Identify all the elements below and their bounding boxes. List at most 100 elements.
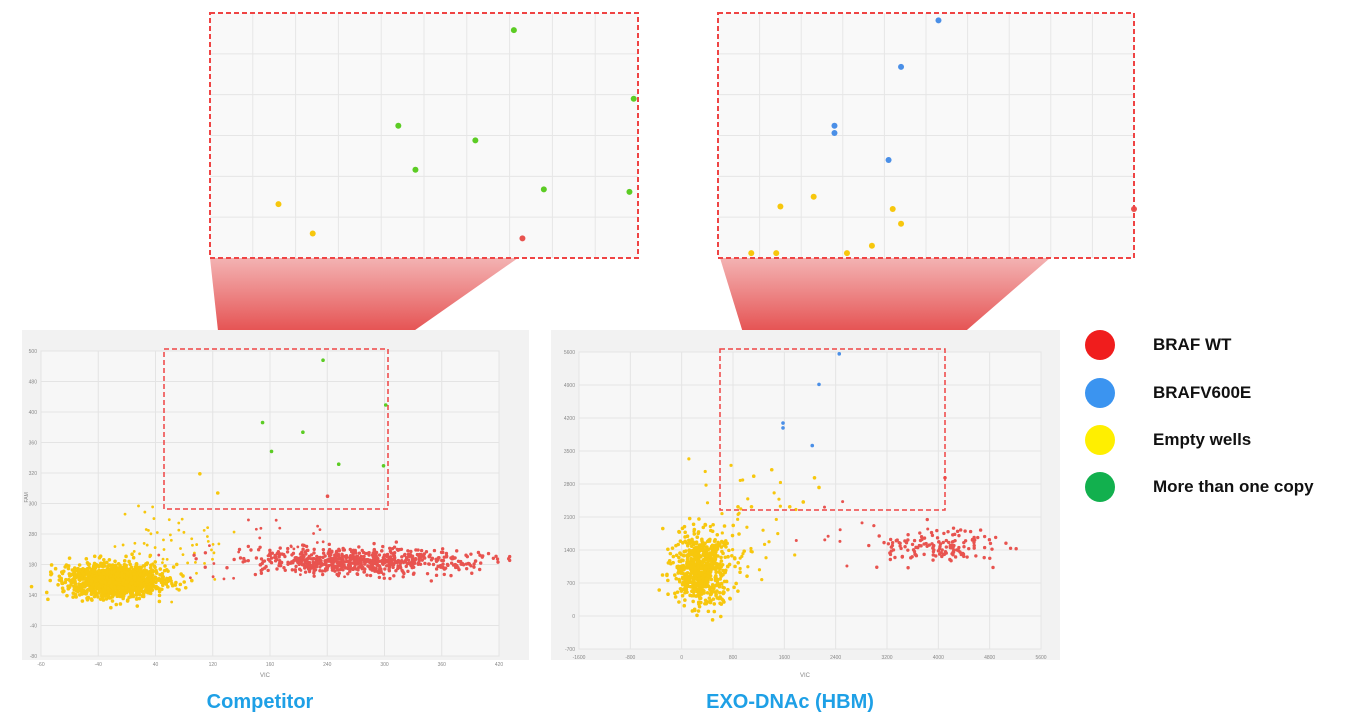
empty-well-droplet <box>749 549 753 553</box>
braf-wt-droplet <box>275 557 279 562</box>
empty-well-droplet <box>121 543 125 547</box>
empty-well-droplet <box>161 561 164 565</box>
braf-wt-droplet <box>486 551 491 556</box>
braf-wt-droplet <box>351 567 355 572</box>
braf-wt-droplet <box>404 558 408 562</box>
braf-wt-droplet <box>867 543 871 548</box>
empty-well-droplet <box>167 518 171 522</box>
empty-well-droplet <box>728 597 732 601</box>
empty-well-droplet <box>684 574 689 579</box>
empty-well-droplet <box>794 507 798 512</box>
empty-well-droplet <box>708 524 712 529</box>
competitor-highlight-point <box>260 420 265 425</box>
empty-well-droplet <box>142 570 146 575</box>
braf-wt-droplet <box>875 565 879 569</box>
empty-well-droplet <box>684 587 689 592</box>
braf-wt-droplet <box>354 550 358 554</box>
braf-wt-droplet <box>300 562 304 567</box>
empty-well-droplet <box>151 562 155 566</box>
braf-wt-droplet <box>246 558 250 563</box>
empty-well-droplet <box>120 571 124 576</box>
braf-wt-droplet <box>922 552 926 557</box>
empty-well-droplet <box>736 512 740 517</box>
empty-well-droplet <box>778 480 783 485</box>
empty-well-droplet <box>107 557 112 562</box>
braf-wt-droplet <box>373 566 377 571</box>
empty-well-droplet <box>715 580 719 584</box>
braf-wt-droplet <box>406 558 411 562</box>
braf-wt-droplet <box>316 556 321 561</box>
empty-well-droplet <box>144 590 149 594</box>
braf-wt-droplet <box>379 568 383 572</box>
empty-well-droplet <box>148 575 153 580</box>
braf-wt-droplet <box>377 570 381 575</box>
braf-wt-droplet <box>950 540 955 544</box>
empty-well-droplet <box>757 568 762 572</box>
empty-well-droplet <box>161 575 166 579</box>
empty-well-droplet <box>162 548 166 551</box>
empty-well-droplet <box>673 595 678 599</box>
empty-well-droplet <box>734 581 738 586</box>
empty-well-droplet <box>56 583 60 587</box>
empty-well-droplet <box>749 546 753 551</box>
braf-wt-droplet <box>311 560 315 564</box>
empty-well-droplet <box>183 585 188 590</box>
braf-wt-droplet <box>349 557 353 561</box>
braf-wt-droplet <box>920 537 924 542</box>
braf-wt-droplet <box>270 551 275 555</box>
braf-wt-droplet <box>991 565 995 570</box>
braf-wt-droplet <box>321 555 325 560</box>
empty-well-droplet <box>153 575 158 580</box>
exo-xtick-label: 2400 <box>830 655 841 661</box>
empty-well-droplet <box>203 561 206 565</box>
empty-well-droplet <box>57 574 62 579</box>
empty-well-droplet <box>97 569 101 574</box>
braf-wt-droplet <box>333 553 338 558</box>
braf-wt-droplet <box>993 535 998 540</box>
empty-well-droplet <box>705 501 710 505</box>
empty-well-droplet <box>152 517 156 520</box>
braf-wt-droplet <box>278 526 282 530</box>
braf-wt-droplet <box>192 553 196 557</box>
braf-wt-droplet <box>357 545 361 549</box>
empty-well-droplet <box>730 533 735 538</box>
braf-wt-droplet <box>372 548 376 552</box>
empty-well-droplet <box>711 522 715 527</box>
braf-wt-droplet <box>262 559 267 563</box>
legend-label-empty-wells: Empty wells <box>1153 430 1252 449</box>
empty-well-droplet <box>717 570 721 574</box>
exo-xtick-label: 4000 <box>933 655 944 661</box>
empty-well-droplet <box>685 557 690 562</box>
braf-wt-droplet <box>355 572 360 577</box>
empty-well-droplet <box>695 545 700 550</box>
empty-well-droplet <box>709 577 714 582</box>
braf-wt-droplet <box>372 541 376 546</box>
legend-label-braf-v600e: BRAFV600E <box>1153 383 1252 402</box>
braf-wt-droplet <box>459 559 463 564</box>
braf-wt-droplet <box>289 545 293 549</box>
exo-highlight-point <box>781 426 785 430</box>
braf-wt-droplet <box>937 547 942 551</box>
braf-wt-droplet <box>339 564 344 568</box>
legend-swatch-braf-v600e <box>1085 378 1115 408</box>
empty-well-droplet <box>97 575 102 580</box>
braf-wt-droplet <box>965 555 969 559</box>
empty-well-droplet <box>736 560 741 565</box>
braf-wt-droplet <box>334 564 339 569</box>
empty-well-droplet <box>114 602 119 607</box>
braf-wt-droplet <box>358 563 363 568</box>
exo-inset-point <box>898 220 905 227</box>
braf-wt-droplet <box>392 545 397 549</box>
empty-well-droplet <box>684 541 688 545</box>
exo-highlight-point <box>749 504 754 509</box>
braf-wt-droplet <box>330 549 334 553</box>
braf-wt-droplet <box>925 517 929 522</box>
braf-wt-droplet <box>290 553 294 557</box>
braf-wt-droplet <box>419 553 423 557</box>
empty-well-droplet <box>715 547 719 552</box>
competitor-inset-point <box>275 201 282 208</box>
exo-xtick-label: 3200 <box>881 655 892 661</box>
empty-well-droplet <box>165 576 168 580</box>
empty-well-droplet <box>733 564 737 569</box>
braf-wt-droplet <box>382 557 387 562</box>
